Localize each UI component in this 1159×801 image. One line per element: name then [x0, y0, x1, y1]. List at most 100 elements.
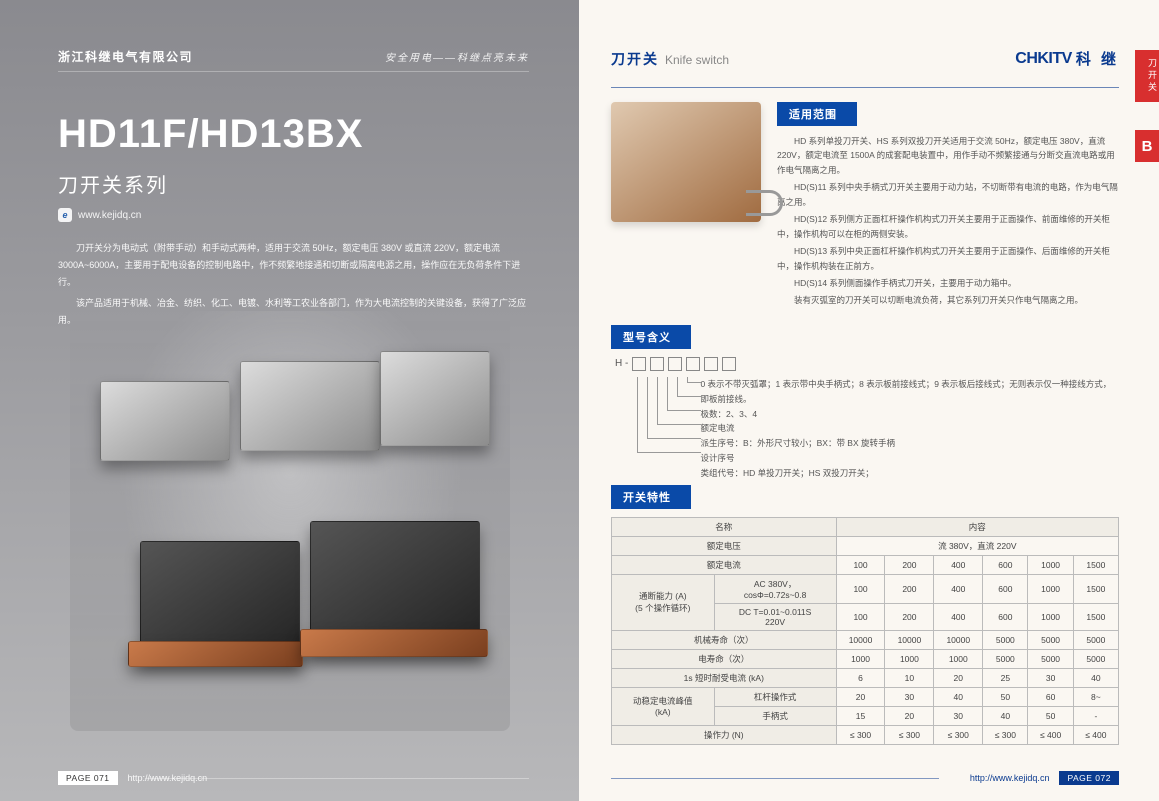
cell: ≤ 300 [885, 725, 934, 744]
product-image-placeholder [70, 311, 510, 731]
cell: 10000 [885, 630, 934, 649]
cell: ≤ 400 [1028, 725, 1073, 744]
scope-title-bar: 适用范围 [777, 102, 857, 126]
cell: ≤ 300 [836, 725, 885, 744]
scope-text-block: 适用范围 HD 系列单投刀开关、HS 系列双投刀开关适用于交流 50Hz，额定电… [777, 102, 1119, 311]
code-box [668, 357, 682, 371]
code-box [686, 357, 700, 371]
characteristics-section: 开关特性 名称 内容 额定电压 流 380V，直流 220V 额定电流 100 … [611, 485, 1119, 745]
scope-product-image [611, 102, 761, 222]
meaning-item: 极数：2、3、4 [700, 407, 1119, 422]
row-eleclife-label: 电寿命（次） [612, 649, 837, 668]
row-voltage-value: 流 380V，直流 220V [836, 536, 1118, 555]
cell: 200 [885, 574, 934, 603]
cell: 5000 [1073, 649, 1118, 668]
row-handle-label: 手柄式 [714, 706, 836, 725]
code-box [632, 357, 646, 371]
product-switch-3 [380, 351, 490, 446]
category-en: Knife switch [665, 53, 729, 67]
th-name: 名称 [612, 517, 837, 536]
side-tab-letter: B [1135, 130, 1159, 162]
cell: 5000 [1028, 630, 1073, 649]
catalog-spread: 浙江科继电气有限公司 安全用电——科继点亮未来 HD11F/HD13BX 刀开关… [0, 0, 1159, 801]
page-number-badge-right: PAGE 072 [1059, 771, 1119, 785]
cell: 100 [836, 603, 885, 630]
bracket-lines [631, 377, 694, 469]
brand-logo: CHKITV [1015, 50, 1072, 68]
cell: 600 [983, 574, 1028, 603]
meaning-item: 类组代号：HD 单投刀开关；HS 双投刀开关； [700, 466, 1119, 481]
website-url: www.kejidq.cn [78, 210, 141, 221]
row-voltage-label: 额定电压 [612, 536, 837, 555]
cell: 600 [983, 555, 1028, 574]
globe-icon: e [58, 208, 72, 222]
brand-block: CHKITV 科 继 [1015, 48, 1119, 69]
cell: 40 [983, 706, 1028, 725]
footer-rule-right [611, 778, 939, 779]
scope-para: HD(S)12 系列侧方正面杠杆操作机构式刀开关主要用于正面操作、前面维修的开关… [777, 212, 1119, 241]
cell: 50 [1028, 706, 1073, 725]
model-title: HD11F/HD13BX [58, 112, 529, 157]
series-title: 刀开关系列 [58, 169, 529, 198]
code-box [704, 357, 718, 371]
cell: 1000 [934, 649, 983, 668]
model-meaning-title-bar: 型号含义 [611, 325, 691, 349]
brand-cn: 科 继 [1076, 48, 1119, 69]
cell: 40 [1073, 668, 1118, 687]
cell: 8~ [1073, 687, 1118, 706]
cell: 6 [836, 668, 885, 687]
scope-section: 适用范围 HD 系列单投刀开关、HS 系列双投刀开关适用于交流 50Hz，额定电… [611, 102, 1119, 311]
category-cn: 刀开关 [611, 49, 659, 69]
scope-para: HD(S)13 系列中央正面杠杆操作机构式刀开关主要用于正面操作、后面维修的开关… [777, 244, 1119, 273]
company-row: 浙江科继电气有限公司 安全用电——科继点亮未来 [58, 48, 529, 72]
cell: 20 [885, 706, 934, 725]
cell: 400 [934, 603, 983, 630]
meaning-list: 0 表示不带灭弧罩；1 表示带中央手柄式；8 表示板前接线式；9 表示板后接线式… [694, 377, 1119, 469]
cell: 5000 [1028, 649, 1073, 668]
meaning-item: 设计序号 [700, 451, 1119, 466]
cell: 200 [885, 555, 934, 574]
meaning-item: 额定电流 [700, 421, 1119, 436]
company-name: 浙江科继电气有限公司 [58, 48, 193, 65]
row-force-label: 操作力 (N) [612, 725, 837, 744]
row-lever-label: 杠杆操作式 [714, 687, 836, 706]
cell: 5000 [983, 630, 1028, 649]
code-row: H - [611, 357, 1119, 371]
row-ac-label: AC 380V， cosΦ=0.72s~0.8 [714, 574, 836, 603]
cell: 1500 [1073, 555, 1118, 574]
row-mechlife-label: 机械寿命（次） [612, 630, 837, 649]
cell: 400 [934, 555, 983, 574]
header-rule [611, 87, 1119, 88]
row-short-label: 1s 短时耐受电流 (kA) [612, 668, 837, 687]
row-breaking-label: 通断能力 (A) (5 个操作循环) [612, 574, 715, 630]
model-meaning-section: 型号含义 H - 0 表示不 [611, 325, 1119, 469]
cell: 30 [1028, 668, 1073, 687]
page-number-badge: PAGE 071 [58, 771, 118, 785]
row-peak-label: 动稳定电流峰值 (kA) [612, 687, 715, 725]
product-switch-2 [240, 361, 380, 451]
cell: 30 [885, 687, 934, 706]
product-base-1 [128, 641, 303, 667]
cell: 10000 [934, 630, 983, 649]
right-header: 刀开关 Knife switch CHKITV 科 继 [611, 48, 1119, 69]
cell: 10000 [836, 630, 885, 649]
url-row: e www.kejidq.cn [58, 208, 529, 222]
cell: 1000 [1028, 574, 1073, 603]
cell: 1000 [885, 649, 934, 668]
code-box [722, 357, 736, 371]
cell: ≤ 300 [934, 725, 983, 744]
cell: 5000 [983, 649, 1028, 668]
scope-para: HD 系列单投刀开关、HS 系列双投刀开关适用于交流 50Hz，额定电压 380… [777, 134, 1119, 177]
right-footer: http://www.kejidq.cn PAGE 072 [970, 771, 1119, 785]
row-current-label: 额定电流 [612, 555, 837, 574]
code-prefix: H - [615, 358, 628, 369]
cell: ≤ 300 [983, 725, 1028, 744]
cell: 1500 [1073, 574, 1118, 603]
cell: ≤ 400 [1073, 725, 1118, 744]
characteristics-table: 名称 内容 额定电压 流 380V，直流 220V 额定电流 100 200 4… [611, 517, 1119, 745]
scope-para: HD(S)11 系列中央手柄式刀开关主要用于动力站，不切断带有电流的电路，作为电… [777, 180, 1119, 209]
cell: 200 [885, 603, 934, 630]
bracket-diagram: 0 表示不带灭弧罩；1 表示带中央手柄式；8 表示板前接线式；9 表示板后接线式… [631, 377, 1119, 469]
cell: 1500 [1073, 603, 1118, 630]
cell: 1000 [836, 649, 885, 668]
